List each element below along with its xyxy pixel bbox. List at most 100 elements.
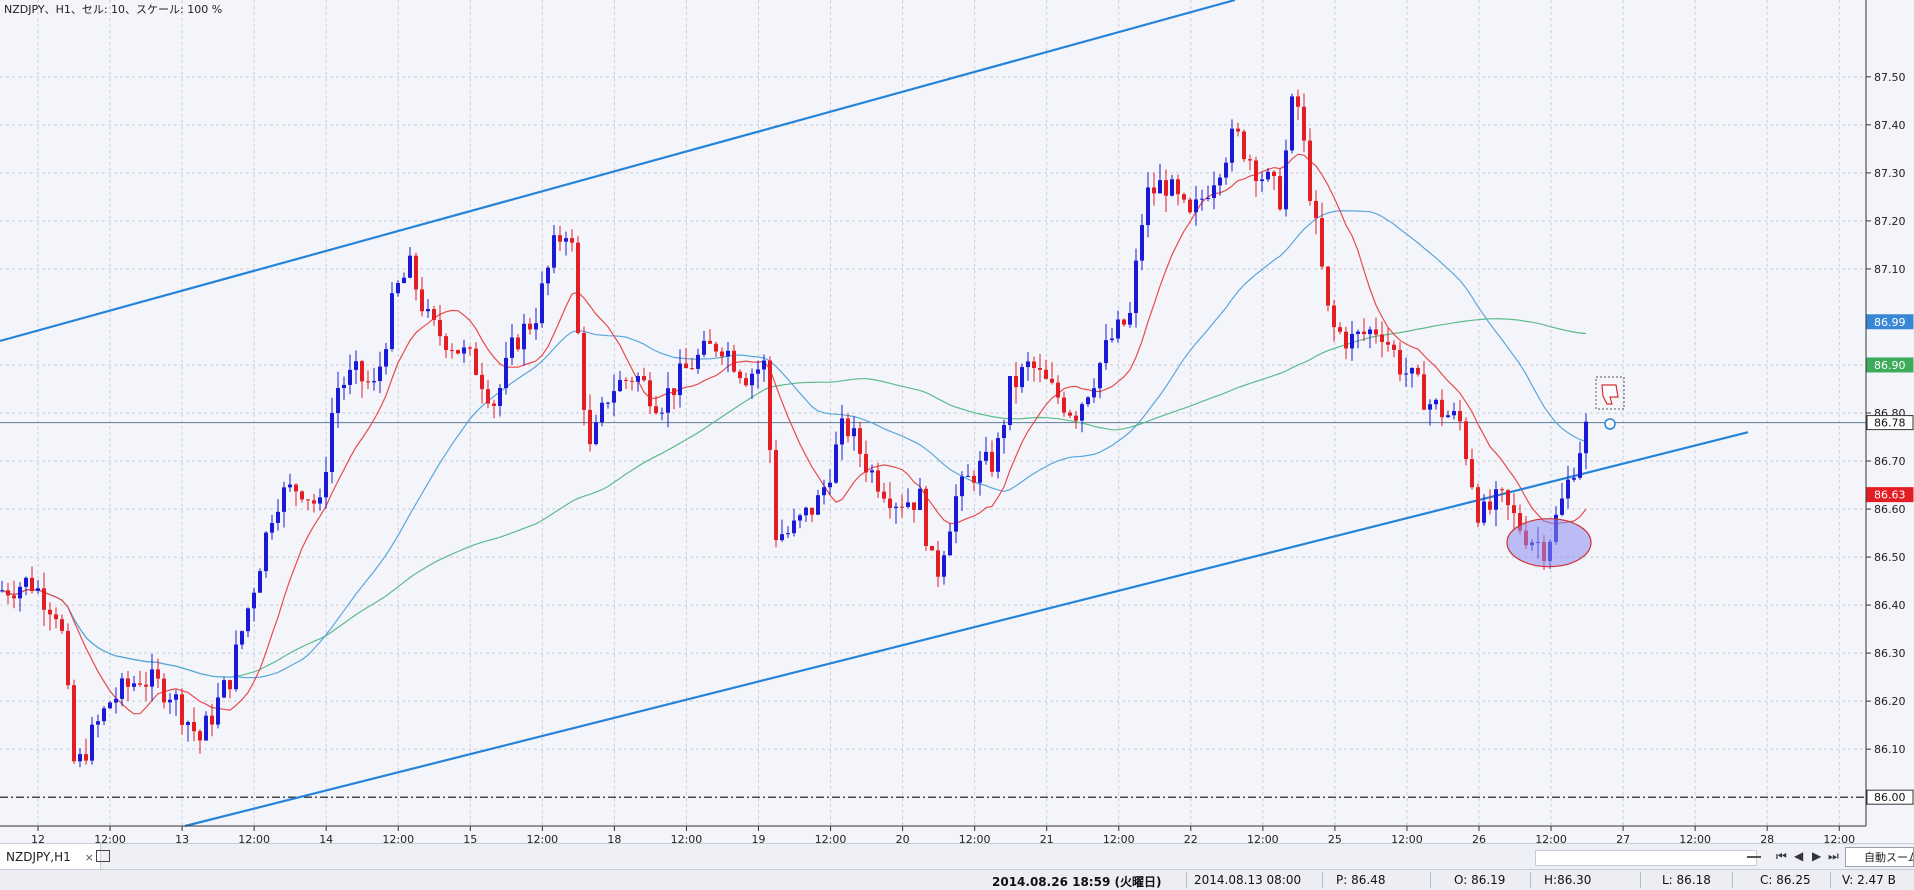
time-tick-label: 12:00 xyxy=(1823,833,1855,843)
candle xyxy=(348,354,352,395)
candle xyxy=(300,490,304,503)
tab-nzdjpy-h1[interactable]: NZDJPY,H1 × xyxy=(0,844,101,870)
candle xyxy=(0,580,4,593)
candle xyxy=(984,436,988,465)
auto-scroll-button[interactable]: 自動スーム xyxy=(1845,847,1914,867)
candle xyxy=(1104,324,1108,370)
candle xyxy=(66,623,70,690)
lower-channel-line[interactable] xyxy=(184,431,1749,828)
candle xyxy=(96,714,100,738)
candle xyxy=(1566,465,1570,509)
candle xyxy=(342,376,346,400)
highlight-ellipse[interactable] xyxy=(1506,518,1592,568)
price-marker xyxy=(1866,415,1914,431)
candle xyxy=(450,343,454,359)
candle xyxy=(738,369,742,384)
candle xyxy=(408,247,412,279)
candle xyxy=(540,271,544,328)
upper-channel-line[interactable] xyxy=(0,0,1236,343)
candle xyxy=(864,440,868,483)
candle xyxy=(1074,410,1078,429)
candle xyxy=(1500,487,1504,503)
candle xyxy=(330,397,334,484)
candle xyxy=(1494,481,1498,527)
candle xyxy=(966,464,970,477)
candle xyxy=(1326,266,1330,312)
candle xyxy=(948,523,952,556)
candle xyxy=(912,502,916,523)
time-tick-label: 12:00 xyxy=(1535,833,1567,843)
candle xyxy=(846,413,850,443)
candle xyxy=(1452,402,1456,420)
candle xyxy=(1206,185,1210,202)
candle xyxy=(12,580,16,609)
price-marker xyxy=(1866,789,1914,805)
candle xyxy=(462,339,466,363)
thumbs-down-icon[interactable] xyxy=(1595,376,1625,410)
candle xyxy=(636,372,640,392)
first-page-icon[interactable]: ⏮ xyxy=(1776,849,1787,863)
candle xyxy=(516,333,520,352)
last-page-icon[interactable]: ⏭ xyxy=(1828,849,1839,863)
status-datetime: 2014.08.26 18:59 (火曜日) xyxy=(992,875,1162,889)
candle xyxy=(690,357,694,370)
candle xyxy=(588,394,592,452)
candle xyxy=(42,572,46,627)
candle xyxy=(288,473,292,492)
candle xyxy=(414,252,418,301)
anchor-handle[interactable] xyxy=(1604,418,1616,430)
candle xyxy=(1476,483,1480,528)
candle xyxy=(480,362,484,404)
candle xyxy=(762,354,766,382)
candle xyxy=(312,493,316,513)
candle xyxy=(180,688,184,735)
next-icon[interactable]: ▶ xyxy=(1812,849,1822,863)
candle xyxy=(1434,398,1438,410)
prev-icon[interactable]: ◀ xyxy=(1794,849,1804,863)
candle xyxy=(972,470,976,492)
candle xyxy=(1368,326,1372,349)
candle xyxy=(954,484,958,544)
candle xyxy=(456,349,460,355)
status-price: P: 86.48 xyxy=(1336,873,1386,887)
candle xyxy=(114,687,118,714)
candle xyxy=(498,384,502,417)
candle xyxy=(264,531,268,578)
price-chart[interactable]: 87.5087.4087.3087.2087.1086.9086.8086.70… xyxy=(0,0,1914,843)
candle xyxy=(1164,169,1168,213)
candle xyxy=(822,479,826,505)
horizontal-scrollbar[interactable] xyxy=(1535,850,1757,866)
candle xyxy=(18,582,22,612)
candle xyxy=(876,462,880,499)
time-tick-label: 27 xyxy=(1616,833,1630,843)
time-tick-label: 14 xyxy=(319,833,333,843)
candle xyxy=(60,614,64,634)
time-tick-label: 12:00 xyxy=(382,833,414,843)
candle xyxy=(1056,375,1060,404)
candle xyxy=(216,682,220,729)
candle xyxy=(1170,174,1174,197)
zoom-minus-icon[interactable] xyxy=(1741,850,1767,864)
candle xyxy=(1350,321,1354,361)
status-close: C: 86.25 xyxy=(1760,873,1811,887)
candle xyxy=(1584,413,1588,470)
price-marker-label: 86.00 xyxy=(1874,791,1906,804)
candle xyxy=(1446,410,1450,418)
candle xyxy=(444,333,448,359)
candle xyxy=(150,653,154,702)
candle xyxy=(222,677,226,699)
candle xyxy=(672,388,676,410)
candle xyxy=(354,350,358,384)
window-icon[interactable] xyxy=(96,850,110,862)
candle xyxy=(156,658,160,688)
candle xyxy=(1248,154,1252,171)
candle xyxy=(606,401,610,409)
close-icon[interactable]: × xyxy=(84,851,94,864)
candle xyxy=(108,701,112,710)
candle xyxy=(1032,356,1036,382)
candle xyxy=(570,229,574,252)
candle xyxy=(1218,174,1222,196)
candle xyxy=(1062,391,1066,417)
candle xyxy=(474,342,478,376)
